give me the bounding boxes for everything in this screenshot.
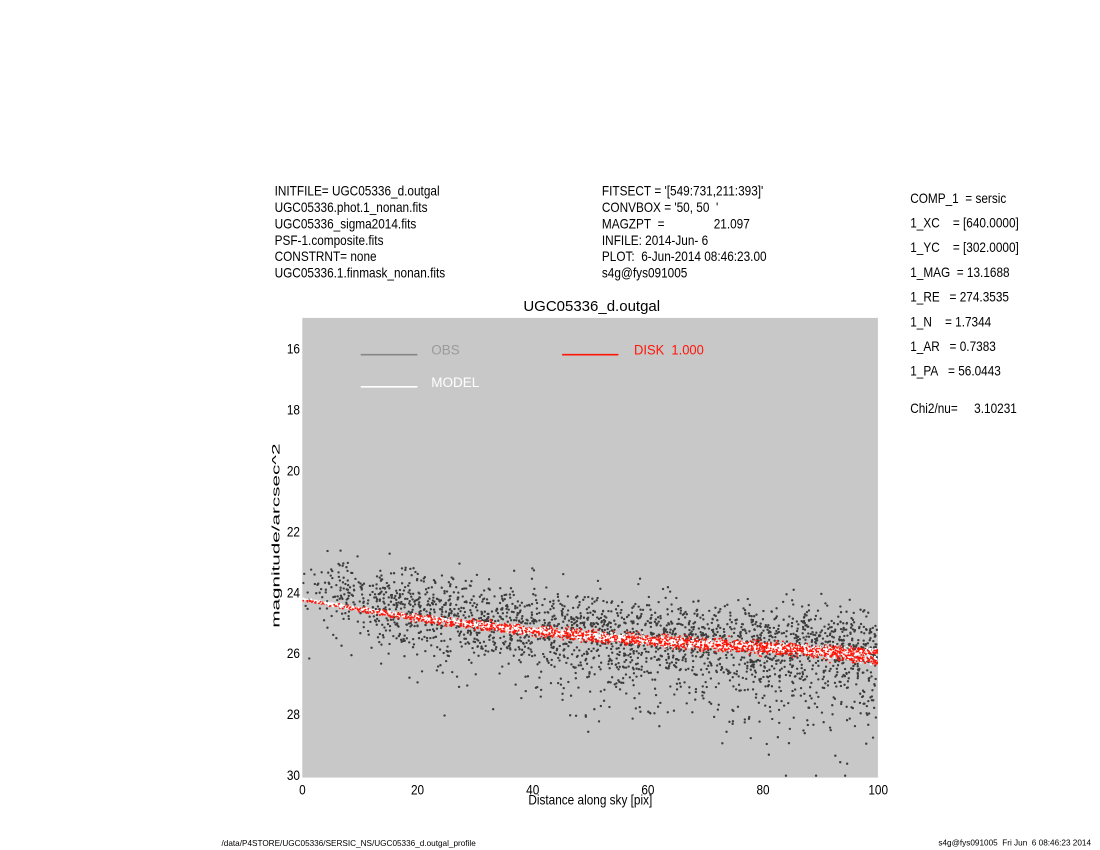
- svg-text:60: 60: [641, 783, 654, 798]
- svg-text:28: 28: [287, 707, 300, 722]
- svg-text:UGC05336.phot.1_nonan.fits: UGC05336.phot.1_nonan.fits: [275, 200, 428, 215]
- svg-text:DISK 1.000: DISK 1.000: [634, 342, 704, 357]
- svg-text:s4g@fys091005 Fri Jun 6 08:4: s4g@fys091005 Fri Jun 6 08:46:23 2014: [938, 839, 1091, 848]
- svg-text:1_RE = 274.3535: 1_RE = 274.3535: [910, 290, 1009, 305]
- svg-text:INFILE: 2014-Jun- 6: INFILE: 2014-Jun- 6: [602, 233, 708, 248]
- svg-text:s4g@fys091005: s4g@fys091005: [602, 266, 687, 281]
- svg-text:1_AR = 0.7383: 1_AR = 0.7383: [910, 339, 996, 354]
- svg-text:24: 24: [287, 586, 300, 601]
- svg-text:UGC05336_d.outgal: UGC05336_d.outgal: [523, 298, 660, 315]
- svg-text:Chi2/nu= 3.10231: Chi2/nu= 3.10231: [910, 401, 1017, 416]
- svg-text:30: 30: [287, 768, 300, 783]
- svg-text:/data/P4STORE/UGC05336/SERSIC_: /data/P4STORE/UGC05336/SERSIC_NS/UGC0533…: [222, 839, 477, 848]
- svg-text:80: 80: [756, 783, 769, 798]
- svg-text:PLOT: 6-Jun-2014 08:46:23.00: PLOT: 6-Jun-2014 08:46:23.00: [602, 249, 767, 264]
- svg-text:20: 20: [411, 783, 424, 798]
- svg-text:40: 40: [526, 783, 539, 798]
- svg-text:Distance along sky [pix]: Distance along sky [pix]: [528, 793, 652, 808]
- svg-text:magnitude/arcsec^2: magnitude/arcsec^2: [269, 444, 282, 628]
- svg-text:MAGZPT = 21.097: MAGZPT = 21.097: [602, 217, 750, 232]
- svg-text:0: 0: [299, 783, 306, 798]
- svg-text:CONSTRNT= none: CONSTRNT= none: [275, 249, 377, 264]
- svg-text:INITFILE= UGC05336_d.outgal: INITFILE= UGC05336_d.outgal: [275, 184, 440, 199]
- svg-text:FITSECT = '[549:731,211:393]': FITSECT = '[549:731,211:393]': [602, 184, 763, 199]
- svg-text:100: 100: [868, 783, 888, 798]
- svg-text:1_PA = 56.0443: 1_PA = 56.0443: [910, 364, 1001, 379]
- svg-text:1_N = 1.7344: 1_N = 1.7344: [910, 315, 991, 330]
- svg-text:1_YC = [302.0000]: 1_YC = [302.0000]: [910, 240, 1019, 255]
- svg-text:20: 20: [287, 464, 300, 479]
- svg-text:PSF-1.composite.fits: PSF-1.composite.fits: [275, 233, 384, 248]
- svg-text:OBS: OBS: [431, 343, 460, 358]
- svg-text:18: 18: [287, 403, 300, 418]
- svg-text:16: 16: [287, 342, 300, 357]
- svg-text:MODEL: MODEL: [431, 375, 480, 390]
- svg-text:COMP_1 = sersic: COMP_1 = sersic: [910, 191, 1006, 206]
- svg-text:26: 26: [287, 646, 300, 661]
- svg-text:22: 22: [287, 525, 300, 540]
- svg-text:UGC05336_sigma2014.fits: UGC05336_sigma2014.fits: [275, 217, 417, 232]
- svg-text:1_MAG = 13.1688: 1_MAG = 13.1688: [910, 265, 1009, 280]
- svg-text:CONVBOX = '50, 50 ': CONVBOX = '50, 50 ': [602, 200, 718, 215]
- svg-text:UGC05336.1.finmask_nonan.fits: UGC05336.1.finmask_nonan.fits: [275, 266, 446, 281]
- svg-text:1_XC = [640.0000]: 1_XC = [640.0000]: [910, 216, 1019, 231]
